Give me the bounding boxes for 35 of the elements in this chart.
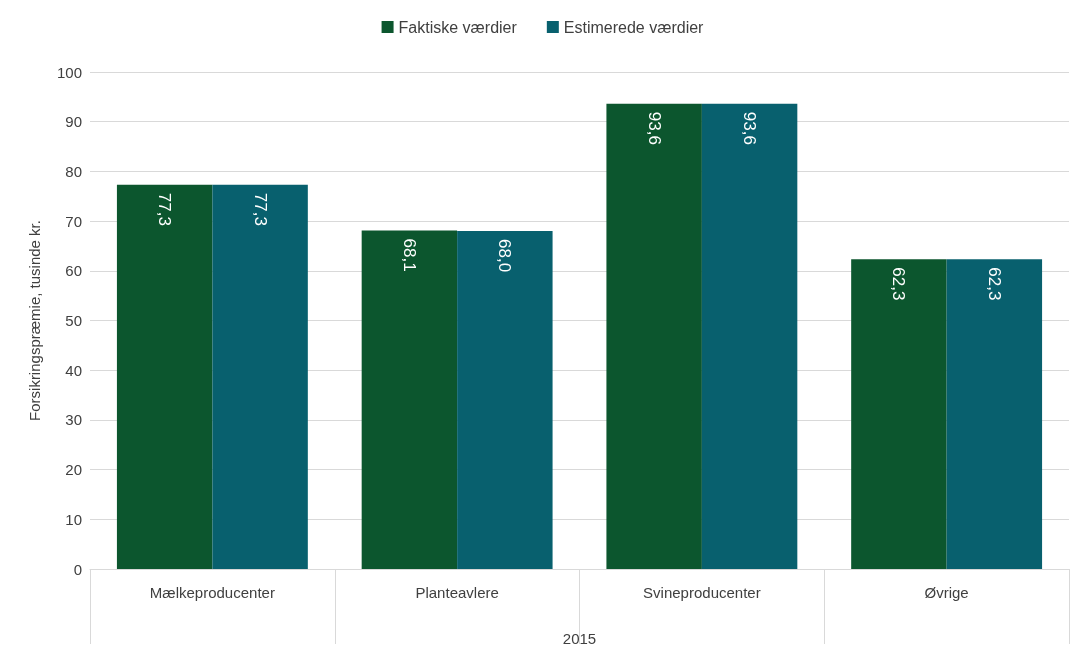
data-label: 93,6: [644, 111, 664, 145]
y-tick-label: 90: [65, 113, 82, 131]
x-tick-label: Planteavlere: [415, 584, 499, 601]
x-axis-title: 2015: [562, 630, 597, 647]
data-label: 93,6: [740, 111, 760, 145]
data-label: 68,0: [495, 239, 515, 273]
data-label: 68,1: [399, 238, 419, 272]
y-tick-label: 40: [65, 361, 82, 379]
x-tick-label: Svineproducenter: [643, 584, 761, 601]
data-label: 77,3: [250, 192, 270, 226]
data-label: 62,3: [889, 267, 909, 301]
bar: [606, 103, 702, 569]
y-axis-title: Forsikringspræmie, tusinde kr.: [26, 220, 43, 421]
x-tick-label: Mælkeproducenter: [149, 584, 275, 601]
y-tick-label: 30: [65, 411, 82, 429]
data-label: 77,3: [155, 192, 175, 226]
bar: [457, 231, 553, 569]
x-tick-label: Øvrige: [924, 584, 969, 601]
y-tick-label: 0: [73, 560, 82, 578]
bar: [212, 184, 308, 569]
y-tick-label: 70: [65, 212, 82, 230]
y-tick-label: 20: [65, 461, 82, 479]
y-tick-label: 10: [65, 510, 82, 528]
bar: [361, 230, 458, 569]
legend-label: Estimerede værdier: [563, 18, 705, 36]
bar: [946, 259, 1043, 569]
y-tick-label: 80: [65, 162, 82, 180]
bar: [701, 103, 798, 569]
y-tick-label: 50: [65, 312, 82, 329]
bar: [116, 184, 213, 569]
data-label: 62,3: [984, 267, 1004, 301]
y-tick-label: 100: [56, 63, 82, 81]
legend-label: Faktiske værdier: [398, 18, 518, 36]
y-tick-label: 60: [65, 262, 82, 280]
bar: [851, 259, 947, 569]
